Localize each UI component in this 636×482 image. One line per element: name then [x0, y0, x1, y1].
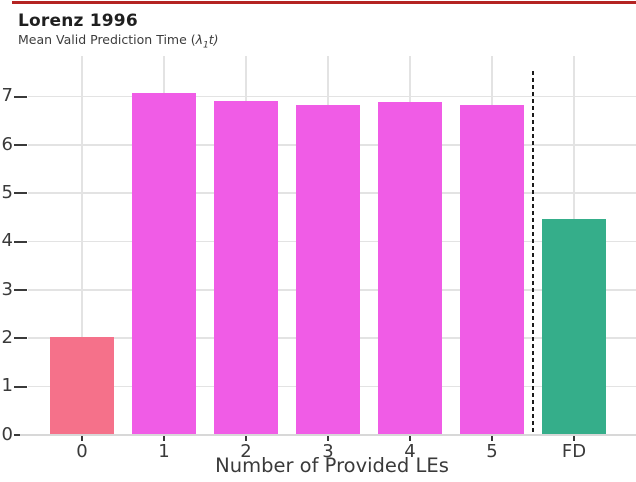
y-tick-label: 5 [1, 181, 13, 203]
x-tick [163, 435, 165, 441]
x-gridline [81, 56, 83, 434]
y-tick-label: 0 [1, 423, 13, 445]
x-tick [409, 435, 411, 441]
x-tick-label: 5 [486, 441, 498, 462]
y-tick-label: 3 [1, 278, 13, 300]
y-gridline [28, 95, 636, 98]
y-tick-label: 1 [1, 375, 13, 397]
subtitle-prefix: Mean Valid Prediction Time ( [18, 32, 196, 47]
bar-3 [296, 105, 360, 434]
x-tick [327, 435, 329, 441]
top-accent-rule [12, 1, 636, 4]
y-tick-label: 4 [1, 230, 13, 252]
chart-title: Lorenz 1996 [18, 11, 138, 31]
y-tick-label: 7 [1, 85, 13, 107]
x-tick [573, 435, 575, 441]
y-tick [14, 95, 27, 98]
x-tick [81, 435, 83, 441]
x-tick-label: 4 [404, 441, 416, 462]
x-tick-label: 1 [158, 441, 170, 462]
bar-FD [542, 218, 606, 434]
chart-subtitle: Mean Valid Prediction Time (λ1t) [18, 32, 219, 54]
y-tick [14, 289, 27, 291]
x-tick-label: 2 [240, 441, 252, 462]
x-tick-label: 0 [76, 441, 88, 462]
y-tick [14, 337, 27, 340]
bar-1 [132, 93, 196, 434]
y-tick-label: 2 [1, 326, 13, 348]
fd-separator-dashed-line [532, 71, 534, 434]
y-tick-label: 6 [1, 133, 13, 155]
subtitle-rest: t) [208, 32, 219, 47]
subtitle-subscript: 1 [203, 40, 209, 51]
bar-2 [214, 100, 278, 434]
bar-4 [378, 101, 442, 434]
y-tick [14, 385, 27, 388]
x-tick-label: 3 [322, 441, 334, 462]
x-tick [491, 435, 493, 441]
bar-0 [50, 337, 114, 434]
y-tick [14, 144, 27, 147]
x-axis-line [20, 434, 636, 436]
x-axis-title: Number of Provided LEs [215, 454, 449, 477]
x-tick-label: FD [561, 441, 587, 462]
bar-5 [460, 105, 524, 434]
subtitle-lambda: λ [195, 32, 204, 47]
y-tick [14, 192, 27, 195]
y-tick [14, 240, 27, 243]
x-tick [245, 435, 247, 441]
